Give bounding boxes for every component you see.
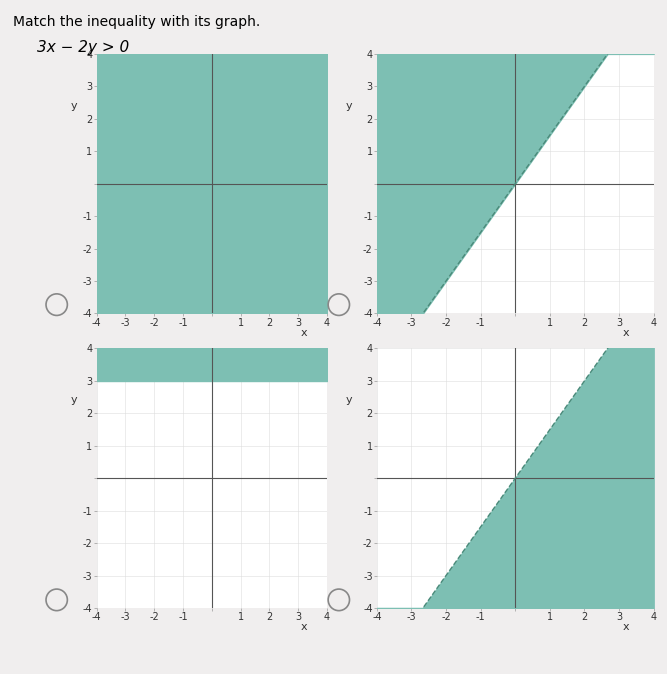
- Text: Match the inequality with its graph.: Match the inequality with its graph.: [13, 15, 261, 29]
- Text: y: y: [346, 101, 352, 111]
- Text: x: x: [301, 622, 307, 632]
- Text: y: y: [71, 101, 77, 111]
- Text: y: y: [71, 396, 77, 405]
- Text: 3x − 2y > 0: 3x − 2y > 0: [37, 40, 129, 55]
- Text: x: x: [623, 622, 629, 632]
- Text: x: x: [301, 328, 307, 338]
- Text: x: x: [623, 328, 629, 338]
- Text: y: y: [346, 396, 352, 405]
